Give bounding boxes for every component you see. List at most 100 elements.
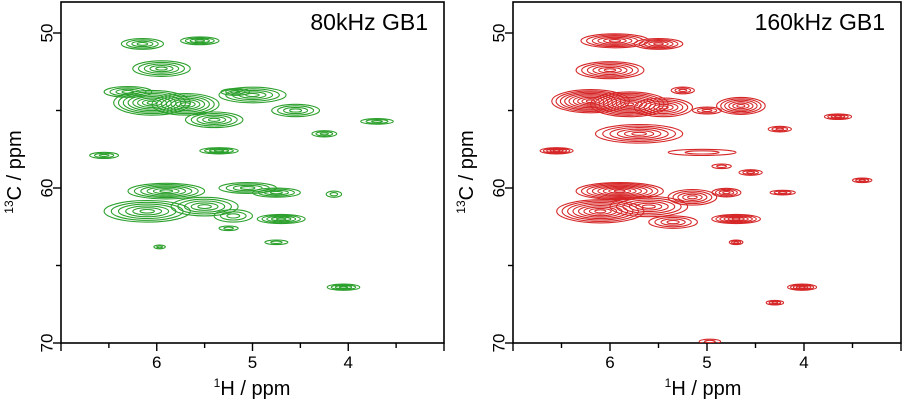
contour-level [607, 96, 652, 112]
contour-level [257, 188, 295, 197]
contour-level [161, 95, 210, 113]
contour-level [620, 100, 639, 108]
contour-level [591, 185, 648, 197]
contour-level [834, 115, 842, 119]
contour-level [711, 213, 761, 225]
contour-layer [89, 36, 394, 291]
contour-level [720, 98, 762, 114]
contour-level [256, 213, 306, 225]
contour-level [635, 202, 663, 211]
contour-level [687, 195, 698, 200]
contour-level [546, 148, 568, 154]
contour-peak [633, 37, 684, 50]
contour-level [110, 201, 184, 221]
contour-level [765, 299, 785, 306]
contour-level [722, 190, 731, 195]
contour-level [653, 103, 674, 112]
contour-level [204, 147, 234, 154]
contour-peak [667, 148, 737, 157]
contour-level [613, 189, 626, 193]
contour-level [648, 102, 679, 113]
contour-level [225, 89, 246, 95]
contour-level [678, 88, 688, 93]
contour-peak [132, 60, 191, 77]
contour-level [798, 285, 806, 289]
contour-level [115, 88, 141, 96]
contour-peak [170, 196, 239, 217]
y-axis-label: 13C / ppm [2, 130, 26, 213]
contour-level [226, 213, 241, 219]
x-tick-label: 5 [248, 353, 257, 372]
contour-level [131, 40, 154, 48]
contour-level [714, 188, 738, 197]
contour-peak [711, 213, 761, 225]
contour-peak [218, 86, 287, 104]
contour-level [261, 214, 301, 224]
contour-peak [180, 36, 220, 46]
y-tick-label: 70 [38, 334, 57, 353]
contour-peak [633, 97, 694, 118]
contour-level [792, 284, 812, 290]
contour-level [189, 38, 210, 44]
contour-peak [184, 111, 244, 129]
contour-level [746, 171, 756, 174]
contour-level [156, 245, 164, 249]
contour-level [670, 86, 695, 95]
contour-peak [711, 163, 732, 170]
contour-peak [594, 123, 684, 144]
contour-peak [609, 195, 689, 218]
contour-level [823, 113, 853, 121]
contour-peak [728, 239, 744, 246]
contour-level [365, 118, 389, 124]
contour-level [701, 108, 713, 113]
contour-level [202, 116, 227, 124]
contour-level [542, 147, 571, 154]
contour-level [213, 209, 254, 223]
contour-level [326, 283, 361, 291]
contour-level [184, 37, 215, 45]
contour-level [184, 111, 244, 129]
contour-level [603, 37, 627, 44]
contour-level [175, 100, 196, 108]
contour-level [643, 100, 684, 115]
axis-ticks: 6 5 4 50 60 70 [38, 24, 445, 372]
contour-level [146, 186, 187, 196]
contour-level [711, 187, 742, 198]
contour-level [698, 338, 722, 343]
contour-level [660, 218, 686, 226]
contour-level [190, 202, 219, 211]
panel-160khz: 6 5 4 50 60 70 160kHz GB1 1H / ppm 13C / ppm [454, 1, 902, 400]
contour-peak [711, 187, 742, 198]
contour-level [827, 114, 849, 120]
contour-level [218, 225, 239, 232]
contour-level [156, 94, 215, 115]
y-tick-label: 60 [490, 179, 509, 198]
contour-peak [120, 37, 165, 50]
contour-peak [153, 244, 166, 250]
contour-level [628, 201, 669, 213]
contour-level [715, 214, 757, 224]
contour-level [103, 199, 191, 223]
x-tick-label: 6 [605, 353, 614, 372]
contour-level [159, 189, 174, 193]
contour-level [266, 215, 297, 223]
contour-level [568, 94, 613, 109]
contour-level [767, 125, 792, 133]
contour-level [89, 151, 120, 160]
contour-level [638, 39, 679, 49]
contour-level [223, 226, 234, 231]
x-tick-label: 5 [702, 353, 711, 372]
contour-level [654, 216, 692, 228]
contour-level [319, 132, 329, 136]
contour-level [196, 114, 232, 125]
contour-level [718, 189, 735, 196]
contour-level [199, 147, 239, 155]
x-tick-label: 6 [152, 353, 161, 372]
contour-peak [264, 239, 289, 246]
contour-level [733, 240, 739, 244]
contour-level [732, 102, 750, 110]
contour-level [170, 196, 239, 217]
contour-peak [787, 283, 818, 291]
contour-peak [326, 283, 361, 291]
contour-level [271, 103, 321, 118]
